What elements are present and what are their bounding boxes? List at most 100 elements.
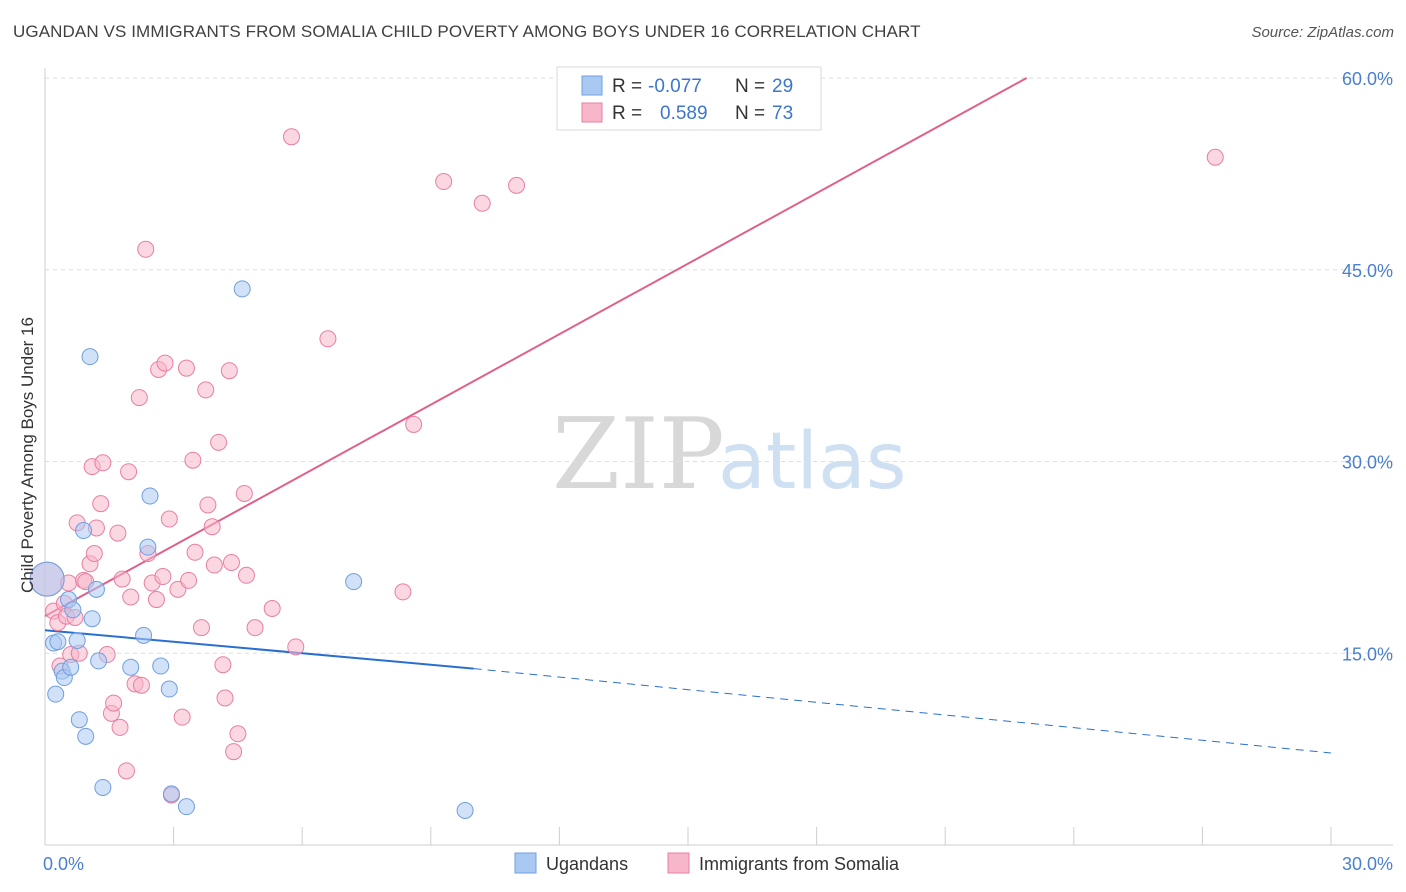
point-somalia-69: [508, 176, 526, 194]
point-ugandans-23: [160, 680, 178, 698]
point-ugandans-27: [345, 573, 363, 591]
point-ugandans-26: [233, 280, 251, 298]
point-somalia-36: [154, 568, 172, 586]
point-ugandans-17: [94, 778, 112, 796]
point-somalia-46: [192, 619, 210, 637]
point-somalia-48: [199, 496, 217, 514]
point-ugandans-24: [162, 785, 180, 803]
point-somalia-45: [186, 543, 204, 561]
point-somalia-44: [184, 451, 202, 469]
legend-r-label-1: R =: [612, 76, 642, 97]
legend-n-label-1: N =: [735, 76, 765, 97]
point-ugandans-2: [49, 633, 67, 651]
point-somalia-63: [287, 638, 305, 656]
y-tick-label-2: 45.0%: [1342, 261, 1393, 281]
point-ugandans-25: [177, 798, 195, 816]
point-somalia-67: [435, 173, 453, 191]
point-ugandans-21: [141, 487, 159, 505]
y-tick-label-0: 15.0%: [1342, 644, 1393, 664]
point-somalia-51: [210, 433, 228, 451]
point-ugandans-15: [87, 580, 105, 598]
trend-line-ugandans-extrapolated: [473, 668, 1332, 754]
point-ugandans-9: [68, 631, 86, 649]
legend-r-value-1: -0.077: [648, 76, 702, 97]
watermark-zip: ZIP: [552, 398, 725, 512]
point-somalia-50: [205, 556, 223, 574]
point-somalia-37: [156, 354, 174, 372]
point-ugandans-8: [64, 601, 82, 619]
legend-r-value-2: 0.589: [660, 103, 708, 124]
legend-n-value-1: 29: [772, 76, 793, 97]
source-label: Source: ZipAtlas.com: [1251, 24, 1394, 41]
point-somalia-56: [225, 743, 243, 761]
point-ugandans-22: [152, 657, 170, 675]
point-ugandans-7: [62, 658, 80, 676]
point-ugandans-28: [456, 801, 474, 819]
point-somalia-30: [132, 676, 150, 694]
chart-title: UGANDAN VS IMMIGRANTS FROM SOMALIA CHILD…: [13, 22, 921, 41]
point-somalia-47: [197, 381, 215, 399]
point-somalia-59: [237, 566, 255, 584]
legend-somalia-label: Immigrants from Somalia: [699, 854, 900, 874]
trend-line-ugandans: [44, 629, 474, 670]
point-somalia-66: [405, 415, 423, 433]
point-somalia-58: [235, 484, 253, 502]
legend-swatch-somalia: [581, 102, 603, 123]
trend-line-somalia: [44, 77, 1028, 618]
point-somalia-21: [105, 694, 123, 712]
point-somalia-65: [394, 583, 412, 601]
x-tick-label-1: 30.0%: [1342, 854, 1393, 874]
point-ugandans-20: [139, 538, 157, 556]
point-somalia-57: [229, 725, 247, 743]
point-somalia-29: [130, 389, 148, 407]
point-somalia-26: [120, 463, 138, 481]
axes: [44, 68, 1393, 846]
point-somalia-22: [109, 524, 127, 542]
y-tick-label-3: 60.0%: [1342, 69, 1393, 89]
legend-ugandans-label: Ugandans: [546, 854, 628, 874]
point-somalia-25: [117, 762, 135, 780]
point-somalia-31: [137, 240, 155, 258]
tick-labels: 15.0% 30.0% 45.0% 60.0% 0.0% 30.0%: [43, 69, 1393, 874]
point-somalia-61: [263, 600, 281, 618]
point-somalia-54: [220, 362, 238, 380]
series-legend: Ugandans Immigrants from Somalia: [514, 852, 900, 874]
point-ugandans-12: [75, 522, 93, 540]
legend-somalia-swatch: [667, 852, 690, 874]
y-axis-title: Child Poverty Among Boys Under 16: [18, 317, 37, 593]
point-somalia-64: [319, 330, 337, 348]
point-somalia-62: [282, 128, 300, 146]
point-somalia-18: [94, 454, 112, 472]
point-somalia-24: [113, 570, 131, 588]
point-ugandans-16: [90, 652, 108, 670]
point-ugandans-14: [83, 610, 101, 628]
point-somalia-43: [180, 571, 198, 589]
legend-ugandans-swatch: [514, 852, 537, 874]
point-somalia-41: [173, 708, 191, 726]
x-tick-label-0: 0.0%: [43, 854, 84, 874]
point-somalia-53: [216, 689, 234, 707]
point-ugandans-13: [81, 348, 99, 366]
point-somalia-34: [147, 591, 165, 609]
point-somalia-71: [1206, 148, 1224, 166]
legend-n-value-2: 73: [772, 103, 793, 124]
point-ugandans-19: [135, 626, 153, 644]
point-somalia-52: [214, 656, 232, 674]
legend-r-label-2: R =: [612, 103, 642, 124]
legend-n-label-2: N =: [735, 103, 765, 124]
point-somalia-42: [177, 359, 195, 377]
legend-swatch-ugandans: [581, 75, 603, 96]
point-somalia-55: [222, 553, 240, 571]
point-somalia-38: [160, 510, 178, 528]
point-ugandans-18: [122, 658, 140, 676]
point-ugandans-3: [47, 685, 65, 703]
point-somalia-27: [122, 588, 140, 606]
point-somalia-68: [473, 194, 491, 212]
point-ugandans-10: [70, 711, 88, 729]
point-ugandans-0: [29, 561, 65, 597]
y-tick-label-1: 30.0%: [1342, 453, 1393, 473]
point-ugandans-11: [77, 727, 95, 745]
stats-legend: R = -0.077 N = 29 R = 0.589 N = 73: [556, 66, 822, 131]
point-somalia-49: [203, 518, 221, 536]
